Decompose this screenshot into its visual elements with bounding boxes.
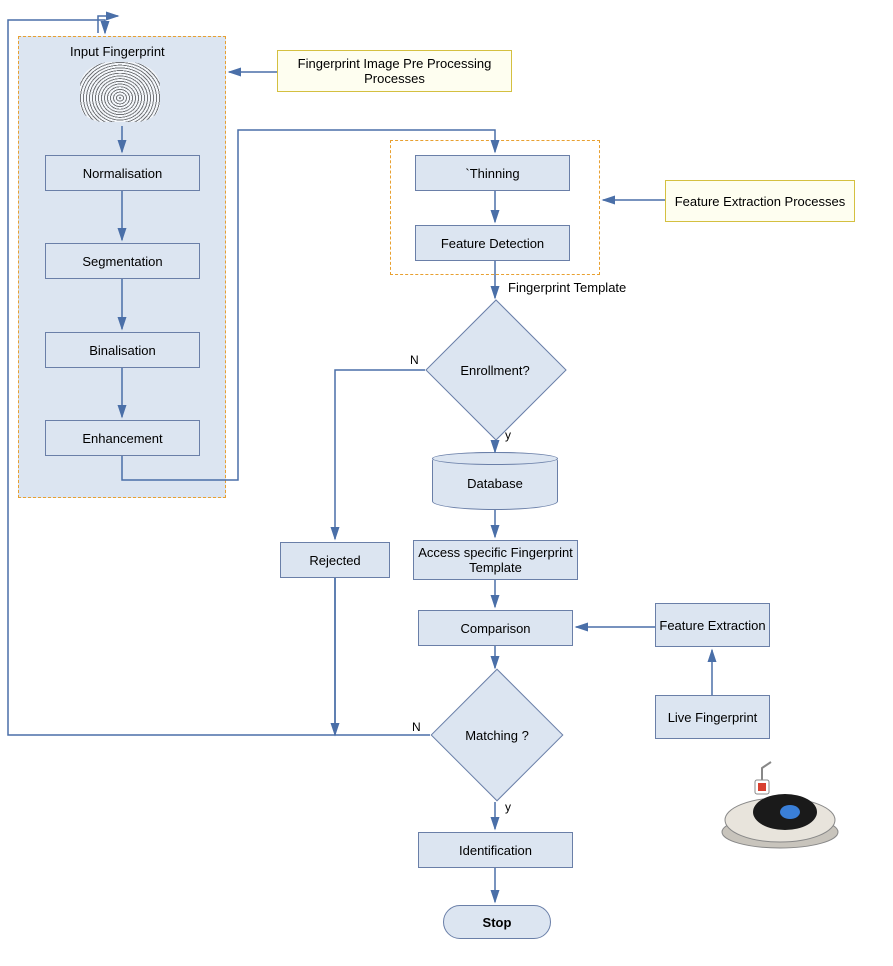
comparison-box: Comparison <box>418 610 573 646</box>
normalisation-box: Normalisation <box>45 155 200 191</box>
enrollment-y-label: y <box>505 428 511 442</box>
matching-y-label: y <box>505 800 511 814</box>
stop-box: Stop <box>443 905 551 939</box>
database-node: Database <box>432 452 558 510</box>
matching-n-label: N <box>412 720 421 734</box>
enrollment-n-label: N <box>410 353 419 367</box>
fingerprint-template-label: Fingerprint Template <box>508 280 626 295</box>
segmentation-box: Segmentation <box>45 243 200 279</box>
live-fingerprint-box: Live Fingerprint <box>655 695 770 739</box>
feature-extraction-box: Feature Extraction <box>655 603 770 647</box>
preprocessing-callout: Fingerprint Image Pre Processing Process… <box>277 50 512 92</box>
thinning-box: `Thinning <box>415 155 570 191</box>
database-label: Database <box>467 476 523 491</box>
enrollment-decision <box>425 299 566 440</box>
binalisation-box: Binalisation <box>45 332 200 368</box>
identification-box: Identification <box>418 832 573 868</box>
fingerprint-image <box>80 62 160 122</box>
feature-detection-box: Feature Detection <box>415 225 570 261</box>
access-template-box: Access specific Fingerprint Template <box>413 540 578 580</box>
enhancement-box: Enhancement <box>45 420 200 456</box>
matching-decision <box>431 669 564 802</box>
feature-extraction-callout: Feature Extraction Processes <box>665 180 855 222</box>
input-fingerprint-title: Input Fingerprint <box>70 44 165 59</box>
rejected-box: Rejected <box>280 542 390 578</box>
scanner-image <box>715 760 845 850</box>
